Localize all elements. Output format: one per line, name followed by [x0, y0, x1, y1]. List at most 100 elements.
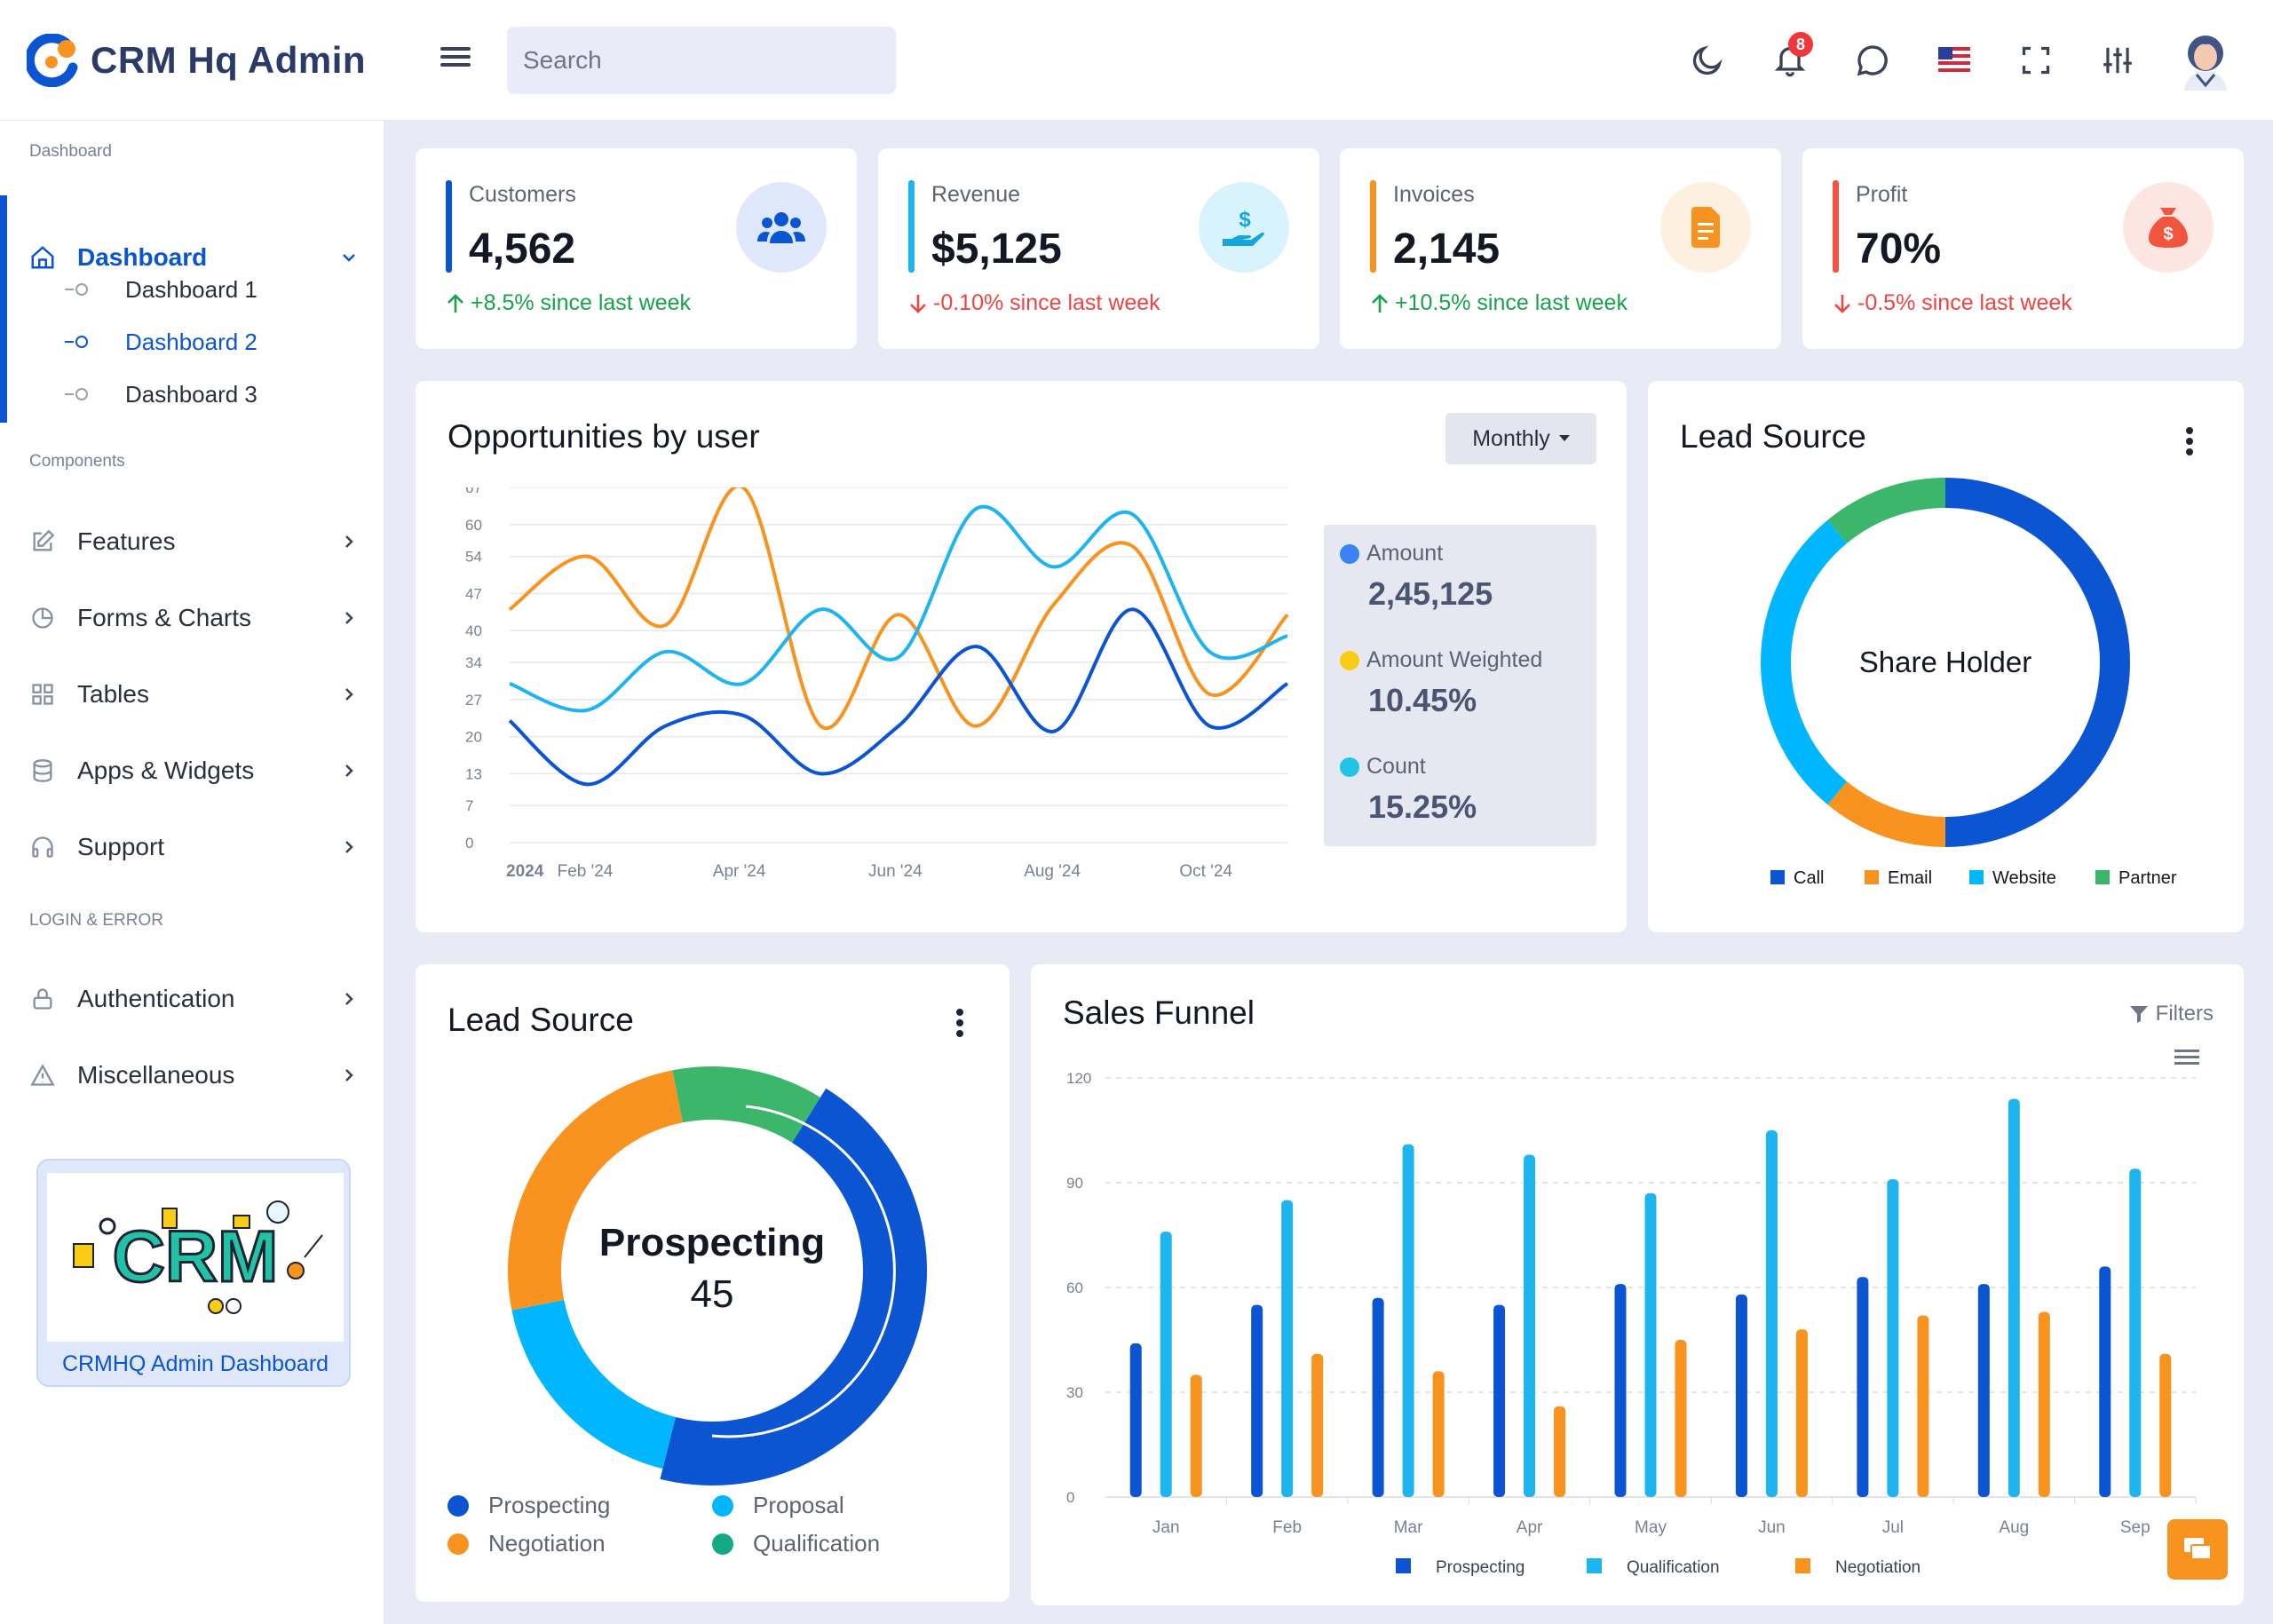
search-input[interactable]: [507, 27, 896, 94]
legend-label: Prospecting: [1436, 1558, 1525, 1577]
home-icon: [29, 244, 56, 271]
x-tick-label: Feb '24: [558, 862, 614, 881]
bar-negotiation: [2159, 1353, 2172, 1497]
bar-prospecting: [1857, 1277, 1869, 1497]
line-series-0: [508, 487, 1289, 731]
sidebar-item-authentication[interactable]: Authentication: [29, 974, 358, 1024]
legend-label: Negotiation: [1835, 1558, 1921, 1577]
bullet-icon: [65, 388, 88, 400]
legend-value: 10.45%: [1368, 682, 1477, 718]
legend-item-proposal[interactable]: Proposal: [712, 1492, 844, 1519]
bar-qualification: [1644, 1192, 1657, 1497]
chevron-right-icon: [340, 685, 358, 703]
arrow-up-icon: [447, 293, 463, 313]
donut-slice-3: [672, 1066, 820, 1144]
chart-menu-icon[interactable]: [2174, 1046, 2199, 1068]
sidebar-subitem-dashboard-2[interactable]: Dashboard 2: [65, 322, 257, 361]
stat-card-revenue[interactable]: Revenue $5,125 -0.10% since last week $: [878, 148, 1319, 349]
y-tick-label: 54: [465, 549, 482, 566]
stat-card-customers[interactable]: Customers 4,562 +8.5% since last week: [416, 148, 857, 349]
sidebar-item-forms-charts[interactable]: Forms & Charts: [29, 593, 358, 643]
opportunities-card: Opportunities by user Monthly 0 7 13 20 27 34…: [416, 381, 1627, 932]
settings-sliders-icon[interactable]: [2093, 36, 2142, 85]
legend-label: Email: [1888, 868, 1932, 888]
x-tick-label: Sep: [2120, 1518, 2150, 1537]
stat-change: +8.5% since last week: [446, 290, 691, 316]
app-logo[interactable]: CRM Hq Admin: [24, 33, 366, 88]
bar-negotiation: [1554, 1406, 1566, 1497]
x-tick-label: Oct '24: [1179, 862, 1232, 881]
y-tick-label: 90: [1066, 1175, 1083, 1192]
fullscreen-icon[interactable]: [2011, 36, 2061, 85]
invoice-icon: [1660, 182, 1751, 273]
sidebar-item-features[interactable]: Features: [29, 517, 358, 566]
crm-illustration: CRM: [47, 1173, 344, 1342]
legend-item-qualification[interactable]: Qualification: [712, 1530, 880, 1557]
legend-name: Amount: [1366, 541, 1444, 566]
stat-change: +10.5% since last week: [1370, 290, 1628, 316]
legend-swatch: [1865, 870, 1879, 884]
donut-center-label: Prospecting: [599, 1221, 825, 1264]
legend-label: Qualification: [1627, 1558, 1720, 1577]
lead-source-card-top: Lead Source Share Holder Call Email Website…: [1648, 381, 2244, 932]
legend-item-negotiation[interactable]: Negotiation: [447, 1530, 606, 1557]
dark-mode-icon[interactable]: [1683, 36, 1732, 85]
bar-qualification: [1524, 1154, 1536, 1497]
card-title: Lead Source: [1680, 418, 1866, 455]
stat-change-text: +8.5% since last week: [471, 290, 692, 315]
y-tick-label: 30: [1066, 1384, 1083, 1401]
stat-label: Revenue: [931, 182, 1021, 207]
stat-change-text: -0.5% since last week: [1857, 290, 2072, 315]
us-flag-icon[interactable]: [1929, 36, 1979, 85]
filters-button[interactable]: Filters: [2129, 1002, 2214, 1026]
bar-qualification: [1281, 1200, 1294, 1497]
legend-name: Amount Weighted: [1366, 647, 1543, 672]
stat-card-invoices[interactable]: Invoices 2,145 +10.5% since last week: [1340, 148, 1781, 349]
y-tick-label: 47: [465, 585, 482, 602]
x-tick-label: Aug: [1999, 1518, 2029, 1537]
bar-negotiation: [1795, 1329, 1808, 1497]
donut-slice-1: [511, 1299, 677, 1470]
pie-chart-icon: [29, 605, 56, 631]
money-bag-icon: $: [2123, 182, 2214, 273]
sidebar-item-dashboard[interactable]: Dashboard: [29, 233, 358, 282]
chat-fab-button[interactable]: [2167, 1519, 2228, 1580]
chevron-right-icon: [340, 1066, 358, 1084]
caret-down-icon: [1558, 435, 1570, 441]
stat-change-text: -0.10% since last week: [933, 290, 1160, 315]
menu-toggle-icon[interactable]: [440, 43, 476, 78]
bar-qualification: [1160, 1232, 1172, 1497]
edit-icon: [29, 528, 56, 555]
prospecting-donut-chart: Prospecting 45: [508, 1066, 927, 1485]
lead-source-donut-chart: Share Holder Call Email Website Partner: [1761, 478, 2177, 888]
stat-card-profit[interactable]: Profit 70% -0.5% since last week $: [1802, 148, 2244, 349]
sidebar-section-heading: Dashboard: [29, 142, 112, 161]
sidebar-item-tables[interactable]: Tables: [29, 669, 358, 719]
legend-label: Prospecting: [488, 1492, 611, 1518]
bar-qualification: [1887, 1179, 1899, 1497]
promo-card[interactable]: CRM CRMHQ Admin Dashboard: [36, 1159, 351, 1387]
chat-icon[interactable]: [1848, 36, 1897, 85]
sidebar-item-miscellaneous[interactable]: Miscellaneous: [29, 1050, 358, 1100]
bar-negotiation: [1190, 1374, 1202, 1497]
legend-dot: [1340, 543, 1359, 564]
more-options-icon[interactable]: [949, 1005, 970, 1041]
notification-bell-icon[interactable]: 8: [1765, 32, 1815, 85]
user-avatar[interactable]: [2177, 30, 2234, 91]
sidebar-subitem-dashboard-3[interactable]: Dashboard 3: [65, 375, 257, 414]
stat-value: 4,562: [469, 226, 576, 273]
chevron-right-icon: [340, 533, 358, 551]
sidebar-subitem-dashboard-1[interactable]: Dashboard 1: [65, 270, 257, 309]
sidebar-item-support[interactable]: Support: [29, 822, 358, 872]
grid-icon: [29, 681, 56, 708]
legend-item-prospecting[interactable]: Prospecting: [447, 1492, 610, 1519]
stat-value: 2,145: [1393, 226, 1501, 273]
legend-label: Proposal: [753, 1492, 844, 1518]
bar-negotiation: [1675, 1340, 1687, 1497]
more-options-icon[interactable]: [2179, 424, 2200, 459]
period-dropdown-button[interactable]: Monthly: [1445, 413, 1596, 464]
legend-swatch: [1795, 1558, 1810, 1573]
sidebar-item-apps-widgets[interactable]: Apps & Widgets: [29, 746, 358, 796]
warning-icon: [29, 1062, 56, 1089]
sidebar-section-heading: LOGIN & ERROR: [29, 911, 163, 930]
